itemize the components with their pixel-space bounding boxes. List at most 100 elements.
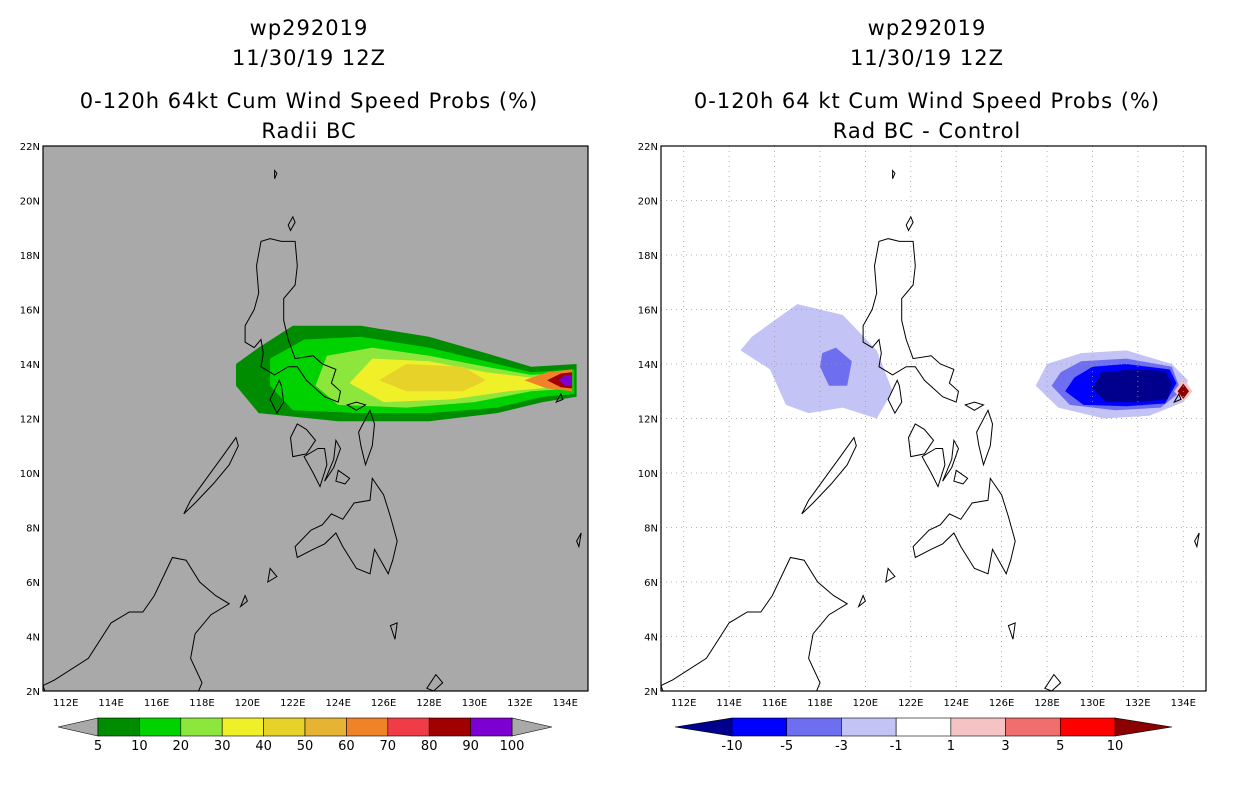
colorbar-label: -3 xyxy=(835,739,848,754)
y-tick-label: 6N xyxy=(26,578,40,589)
plot-background xyxy=(661,146,1206,691)
x-tick-label: 132E xyxy=(1125,698,1150,709)
plot-area xyxy=(43,169,582,691)
y-tick-label: 12N xyxy=(20,415,40,426)
colorbar-arrow-right xyxy=(1114,717,1173,737)
colorbar-box xyxy=(731,717,788,737)
x-tick-label: 130E xyxy=(1080,698,1105,709)
y-tick-label: 8N xyxy=(644,524,658,535)
colorbar-label: 5 xyxy=(1056,739,1064,754)
coastline xyxy=(1173,392,1182,404)
title-line-3: 0-120h 64kt Cum Wind Speed Probs (%) xyxy=(79,89,539,113)
colorbar-label: -1 xyxy=(890,739,903,754)
x-tick-label: 112E xyxy=(53,698,78,709)
colorbar-box xyxy=(841,717,897,737)
colorbar-box xyxy=(180,717,223,737)
contour-fill-0 xyxy=(740,304,893,419)
plot-area xyxy=(661,146,1206,691)
x-tick-label: 118E xyxy=(189,698,214,709)
x-tick-label: 114E xyxy=(716,698,741,709)
coastline xyxy=(389,622,398,640)
y-tick-label: 4N xyxy=(26,633,40,644)
colorbar-box xyxy=(97,717,140,737)
title-line-4: Radii BC xyxy=(261,119,357,143)
coastline xyxy=(1007,622,1016,640)
colorbar-box xyxy=(786,717,842,737)
title-line-1: wp292019 xyxy=(249,16,369,40)
colorbar-box xyxy=(1005,717,1061,737)
colorbar-box xyxy=(895,717,952,737)
coastline xyxy=(921,448,946,488)
coastline xyxy=(905,215,914,232)
colorbar-label: 100 xyxy=(500,739,525,754)
colorbar-arrow-right xyxy=(511,717,553,737)
colorbar-box xyxy=(1059,717,1116,737)
y-tick-label: 10N xyxy=(638,469,658,480)
x-tick-label: 128E xyxy=(1034,698,1059,709)
y-tick-label: 8N xyxy=(26,524,40,535)
colorbar-box xyxy=(428,717,471,737)
y-tick-label: 16N xyxy=(20,306,40,317)
colorbar-label: 70 xyxy=(380,739,397,754)
coastline xyxy=(857,594,867,609)
colorbar-label: 1 xyxy=(947,739,955,754)
y-tick-label: 20N xyxy=(638,197,658,208)
x-tick-label: 120E xyxy=(853,698,878,709)
colorbar-box xyxy=(950,717,1006,737)
coastline xyxy=(885,567,896,583)
colorbar-box xyxy=(387,717,430,737)
x-tick-label: 134E xyxy=(1171,698,1196,709)
y-tick-label: 14N xyxy=(638,360,658,371)
plot-frame xyxy=(42,145,589,692)
coastline xyxy=(976,409,994,467)
coastline xyxy=(887,379,903,415)
colorbar-label: 90 xyxy=(462,739,479,754)
x-tick-label: 122E xyxy=(898,698,923,709)
x-tick-label: 116E xyxy=(762,698,787,709)
colorbar-label: -5 xyxy=(780,739,793,754)
coastline xyxy=(287,215,296,232)
x-tick-label: 126E xyxy=(371,698,396,709)
colorbar-label: 80 xyxy=(421,739,438,754)
coastline xyxy=(892,169,896,179)
coastline xyxy=(1044,673,1062,691)
y-tick-label: 2N xyxy=(26,687,40,698)
colorbar-box xyxy=(221,717,264,737)
title-line-4: Rad BC - Control xyxy=(832,119,1022,143)
colorbar-arrow-left xyxy=(674,717,733,737)
x-tick-label: 118E xyxy=(807,698,832,709)
panel-rad-bc-minus-control: wp292019 11/30/19 12Z 0-120h 64 kt Cum W… xyxy=(618,0,1236,800)
colorbar-label: 10 xyxy=(131,739,148,754)
colorbar-label: 50 xyxy=(297,739,314,754)
x-tick-label: 128E xyxy=(416,698,441,709)
coastline xyxy=(912,477,1016,576)
colorbar-label: 3 xyxy=(1001,739,1009,754)
plot-frame xyxy=(660,145,1207,692)
contour-fill-4 xyxy=(379,364,486,392)
coastline xyxy=(555,392,564,404)
coastline xyxy=(907,423,935,458)
x-tick-label: 132E xyxy=(507,698,532,709)
colorbar-label: 40 xyxy=(255,739,272,754)
coastline xyxy=(335,469,351,485)
title-line-2: 11/30/19 12Z xyxy=(231,46,387,70)
coastline xyxy=(303,448,328,488)
colorbar-arrow-left xyxy=(57,717,99,737)
x-tick-label: 114E xyxy=(98,698,123,709)
coastline xyxy=(43,556,231,691)
x-tick-label: 126E xyxy=(989,698,1014,709)
y-tick-label: 18N xyxy=(20,251,40,262)
x-tick-label: 130E xyxy=(462,698,487,709)
colorbar-box xyxy=(346,717,389,737)
y-tick-label: 20N xyxy=(20,197,40,208)
coastline xyxy=(324,438,342,482)
coastline xyxy=(274,169,278,179)
y-tick-label: 22N xyxy=(638,142,658,153)
contour-fill-5 xyxy=(1092,369,1172,403)
contour-fill-1 xyxy=(820,347,852,386)
x-tick-label: 112E xyxy=(671,698,696,709)
x-tick-label: 116E xyxy=(144,698,169,709)
y-tick-label: 10N xyxy=(20,469,40,480)
contour-fill-7 xyxy=(558,374,573,386)
colorbar-label: -10 xyxy=(721,739,742,754)
